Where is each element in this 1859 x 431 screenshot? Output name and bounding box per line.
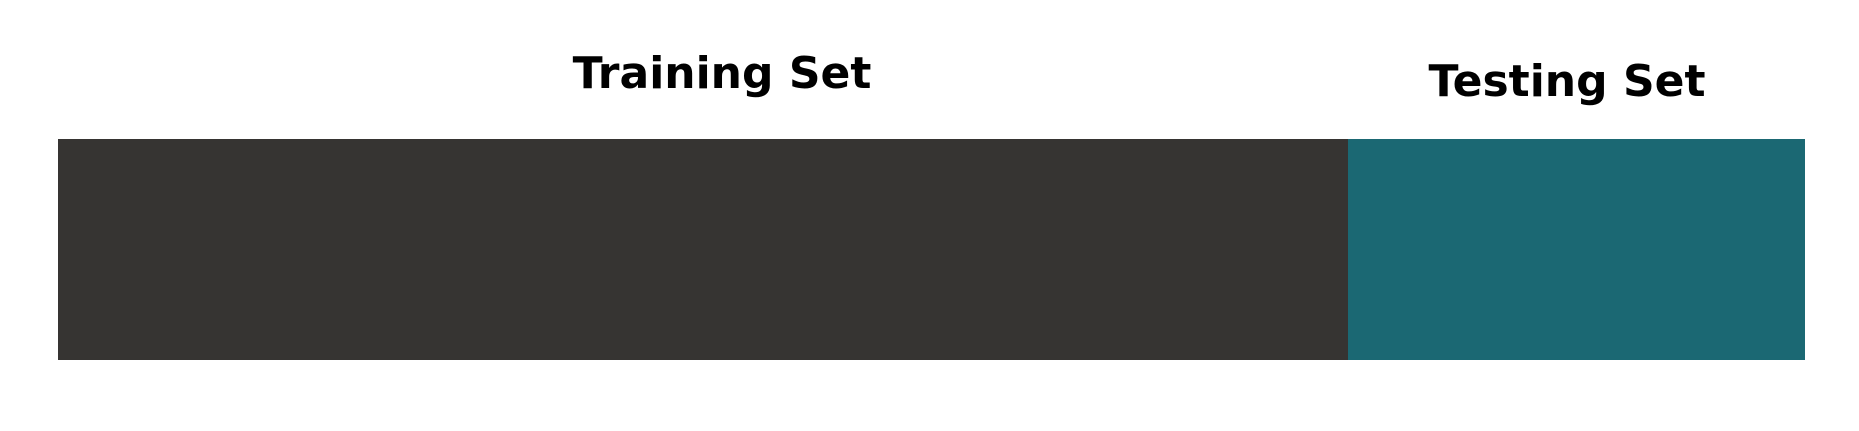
training-set-bar bbox=[58, 139, 1348, 360]
testing-set-bar bbox=[1348, 139, 1805, 360]
training-set-label: Training Set bbox=[572, 48, 872, 99]
testing-set-label: Testing Set bbox=[1428, 56, 1706, 107]
